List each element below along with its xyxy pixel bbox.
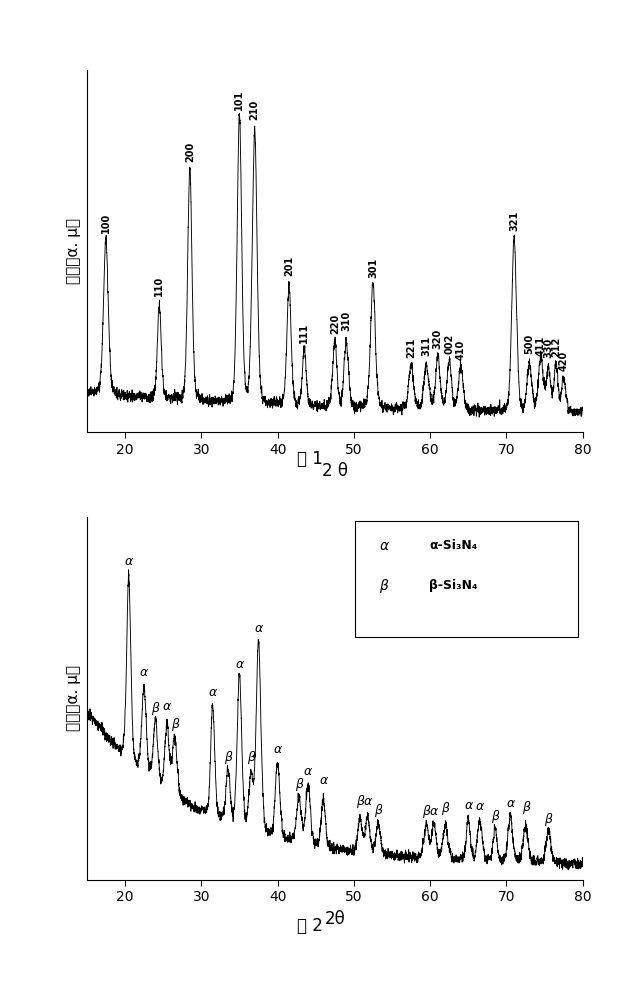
Text: α: α [254, 622, 263, 635]
Text: α: α [430, 805, 438, 818]
Text: 图 1: 图 1 [297, 450, 323, 468]
Text: 500: 500 [525, 334, 534, 354]
Text: β: β [374, 804, 383, 817]
Text: 320: 320 [433, 328, 443, 349]
Text: α: α [140, 666, 148, 679]
Text: 420: 420 [559, 351, 569, 371]
Text: α: α [379, 539, 389, 553]
Text: 图 2: 图 2 [297, 917, 323, 935]
Text: β: β [422, 805, 430, 818]
Y-axis label: 强度（α. μ）: 强度（α. μ） [66, 218, 81, 284]
Text: 002: 002 [445, 333, 454, 354]
X-axis label: 2 θ: 2 θ [322, 462, 348, 480]
Y-axis label: 强度（α. μ）: 强度（α. μ） [66, 665, 81, 732]
Text: 330: 330 [544, 338, 554, 358]
Text: β: β [151, 702, 159, 715]
Text: 111: 111 [299, 322, 309, 343]
Text: α: α [125, 555, 133, 568]
Text: 201: 201 [284, 255, 294, 275]
Text: α: α [236, 658, 244, 671]
Text: α: α [506, 797, 515, 810]
Text: 311: 311 [422, 336, 432, 356]
Text: β: β [170, 719, 179, 732]
Text: 110: 110 [154, 276, 164, 296]
Text: 301: 301 [368, 258, 378, 278]
Text: 411: 411 [536, 336, 546, 356]
Text: 101: 101 [234, 89, 244, 109]
Text: α: α [273, 743, 281, 755]
Text: β: β [295, 778, 303, 791]
Text: β: β [379, 579, 388, 592]
Text: 212: 212 [551, 337, 561, 357]
FancyBboxPatch shape [355, 521, 578, 636]
Text: β: β [247, 751, 255, 764]
Text: 210: 210 [250, 99, 260, 119]
X-axis label: 2θ: 2θ [324, 910, 345, 927]
Text: α: α [304, 764, 312, 777]
Text: β: β [441, 802, 450, 815]
Text: 310: 310 [341, 311, 352, 331]
Text: β: β [356, 795, 364, 808]
Text: α: α [464, 799, 472, 812]
Text: α: α [163, 700, 171, 713]
Text: 100: 100 [101, 213, 111, 234]
Text: α: α [208, 686, 217, 699]
Text: α: α [319, 774, 327, 787]
Text: 410: 410 [456, 340, 466, 360]
Text: α: α [363, 795, 372, 808]
Text: β: β [544, 812, 552, 825]
Text: α: α [476, 799, 484, 812]
Text: β: β [224, 751, 232, 764]
Text: β: β [491, 810, 499, 823]
Text: 220: 220 [330, 314, 340, 334]
Text: β-Si₃N₄: β-Si₃N₄ [429, 580, 477, 592]
Text: 321: 321 [509, 211, 519, 231]
Text: β: β [521, 801, 529, 814]
Text: 221: 221 [406, 338, 416, 358]
Text: 200: 200 [185, 141, 195, 162]
Text: α-Si₃N₄: α-Si₃N₄ [429, 540, 477, 553]
